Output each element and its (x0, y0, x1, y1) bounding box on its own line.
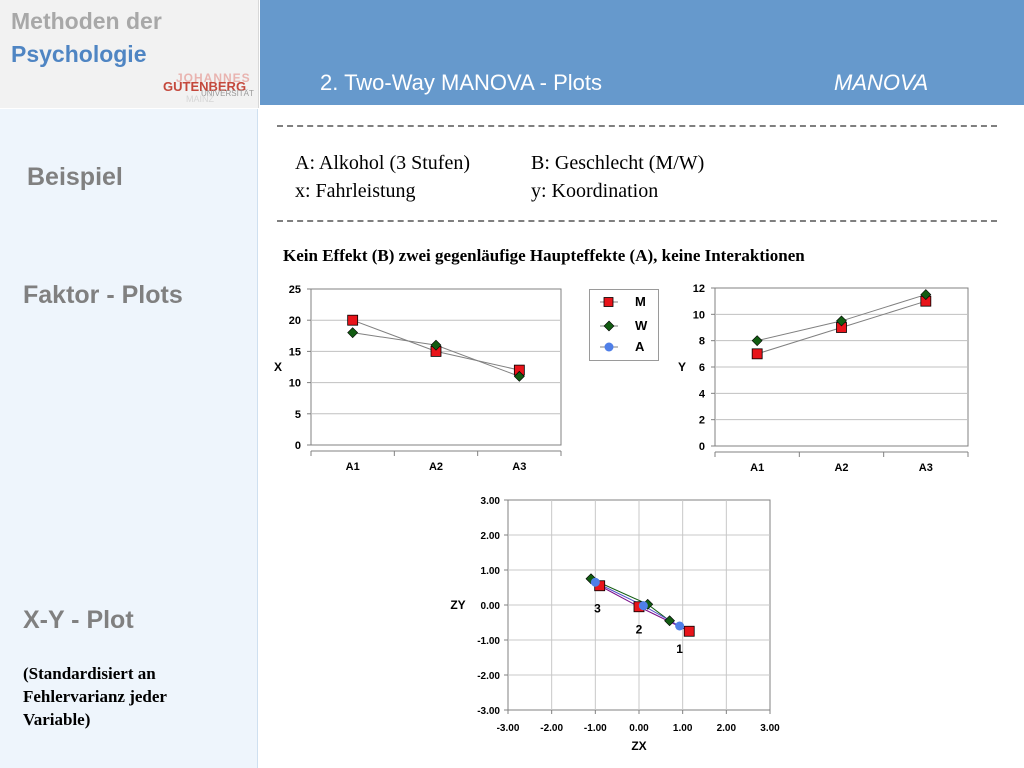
chart-0-point-m (347, 314, 359, 326)
scatter-xtick-label: 2.00 (717, 723, 737, 734)
scatter-point-label: 3 (594, 602, 601, 616)
factor-plot-x: 0 5 10 15 20 25 A1 A2 A3 X (274, 284, 562, 473)
scatter-ytick-label: -2.00 (477, 671, 500, 682)
chart-0-ytick-label: 20 (289, 315, 301, 327)
university-logo-top: JOHANNES (176, 71, 251, 85)
scatter-point-w (664, 615, 675, 627)
legend-marker-w (603, 320, 615, 332)
chart-1-point-m (751, 348, 763, 360)
scatter-point-label: 2 (636, 623, 643, 637)
chart-0-point-w (347, 327, 359, 339)
legend-marker-m (603, 297, 614, 307)
scatter-xtick-label: 1.00 (673, 723, 693, 734)
chart-1-ytick-label: 10 (693, 309, 705, 321)
logo-line-2: Psychologie (11, 41, 147, 67)
chart-1-point-w (751, 335, 763, 347)
definition-y: y: Koordination (531, 180, 659, 202)
scatter-ytick-label: -3.00 (477, 706, 500, 717)
chart-1-xtick-label: A3 (919, 462, 933, 474)
scatter-xtick-label: -1.00 (584, 723, 607, 734)
chart-1-xtick-label: A2 (834, 462, 848, 474)
legend: M W A (589, 289, 659, 361)
slide-title: 2. Two-Way MANOVA - Plots (320, 70, 602, 95)
chart-0-ylabel: X (274, 360, 282, 374)
chart-0-xtick-label: A1 (346, 461, 360, 473)
chart-0-point-w (430, 339, 442, 351)
scatter-ytick-label: 3.00 (481, 496, 501, 507)
divider-top (277, 125, 997, 127)
scatter-ytick-label: 2.00 (481, 531, 501, 542)
scatter-xtick-label: -2.00 (540, 723, 563, 734)
scatter-xtick-label: 3.00 (760, 723, 780, 734)
legend-label-m: M (635, 294, 646, 309)
chart-1-point-w (836, 315, 847, 327)
chart-0-ytick-label: 10 (289, 378, 301, 390)
logo-line-1: Methoden der (11, 8, 162, 34)
scatter-point-a (675, 621, 685, 631)
xy-scatter-plot: -3.00 -3.00 -2.00 -2.00 -1.00 -1.00 0.00 0.00 1.… (450, 496, 780, 753)
chart-0-point-w (513, 370, 525, 382)
chart-1-ytick-label: 12 (693, 283, 705, 295)
scatter-xtick-label: -3.00 (497, 723, 520, 734)
sidebar-label-xy-plot: X-Y - Plot (23, 606, 134, 634)
legend-label-a: A (635, 339, 645, 354)
chart-1-ytick-label: 6 (699, 362, 705, 374)
chart-1-point-w (920, 289, 932, 301)
scatter-ytick-label: 0.00 (481, 601, 501, 612)
scatter-ytick-label: -1.00 (477, 636, 500, 647)
scatter-xlabel: ZX (631, 739, 646, 753)
sidebar-label-faktor-plots: Faktor - Plots (23, 281, 183, 309)
sidebar-label-beispiel: Beispiel (27, 163, 123, 191)
header-bar (260, 0, 1024, 105)
slide-topic: MANOVA (834, 70, 929, 95)
definition-a: A: Alkohol (3 Stufen) (295, 152, 470, 174)
university-logo-sub: UNIVERSITÄT (201, 89, 254, 98)
scatter-point-a (590, 577, 600, 587)
plots-heading: Kein Effekt (B) zwei gegenläufige Haupte… (283, 246, 805, 265)
university-logo-city: MAINZ (186, 94, 214, 104)
legend-marker-a (604, 342, 614, 352)
divider-bottom (277, 220, 997, 222)
sidebar-note: (Standardisiert an Fehlervarianz jeder V… (23, 664, 167, 729)
chart-1-xtick-label: A1 (750, 462, 764, 474)
chart-1-ytick-label: 0 (699, 441, 705, 453)
chart-0-ytick-label: 15 (289, 346, 301, 358)
scatter-point-m (683, 625, 695, 637)
chart-0-ytick-label: 25 (289, 284, 301, 296)
definition-x: x: Fahrleistung (295, 180, 416, 202)
scatter-ylabel: ZY (450, 598, 465, 612)
chart-0-ytick-label: 0 (295, 440, 301, 452)
scatter-point-label: 1 (676, 642, 683, 656)
chart-1-ylabel: Y (678, 360, 686, 374)
logo-block: Methoden der Psychologie JOHANNES GUTENB… (0, 0, 259, 108)
scatter-ytick-label: 1.00 (481, 566, 501, 577)
scatter-xtick-label: 0.00 (629, 723, 649, 734)
chart-0-xtick-label: A2 (429, 461, 443, 473)
chart-1-ytick-label: 8 (699, 336, 705, 348)
legend-label-w: W (635, 318, 648, 333)
chart-1-ytick-label: 2 (699, 415, 705, 427)
scatter-point-a (638, 601, 648, 611)
chart-0-ytick-label: 5 (295, 409, 301, 421)
chart-0-xtick-label: A3 (512, 461, 526, 473)
sidebar (0, 109, 258, 768)
university-logo-main: GUTENBERG (163, 79, 247, 94)
definition-b: B: Geschlecht (M/W) (531, 152, 705, 174)
chart-1-ytick-label: 4 (699, 388, 706, 400)
factor-plot-y: 0 2 4 6 8 10 12 A1 A2 A3 Y (678, 283, 969, 474)
